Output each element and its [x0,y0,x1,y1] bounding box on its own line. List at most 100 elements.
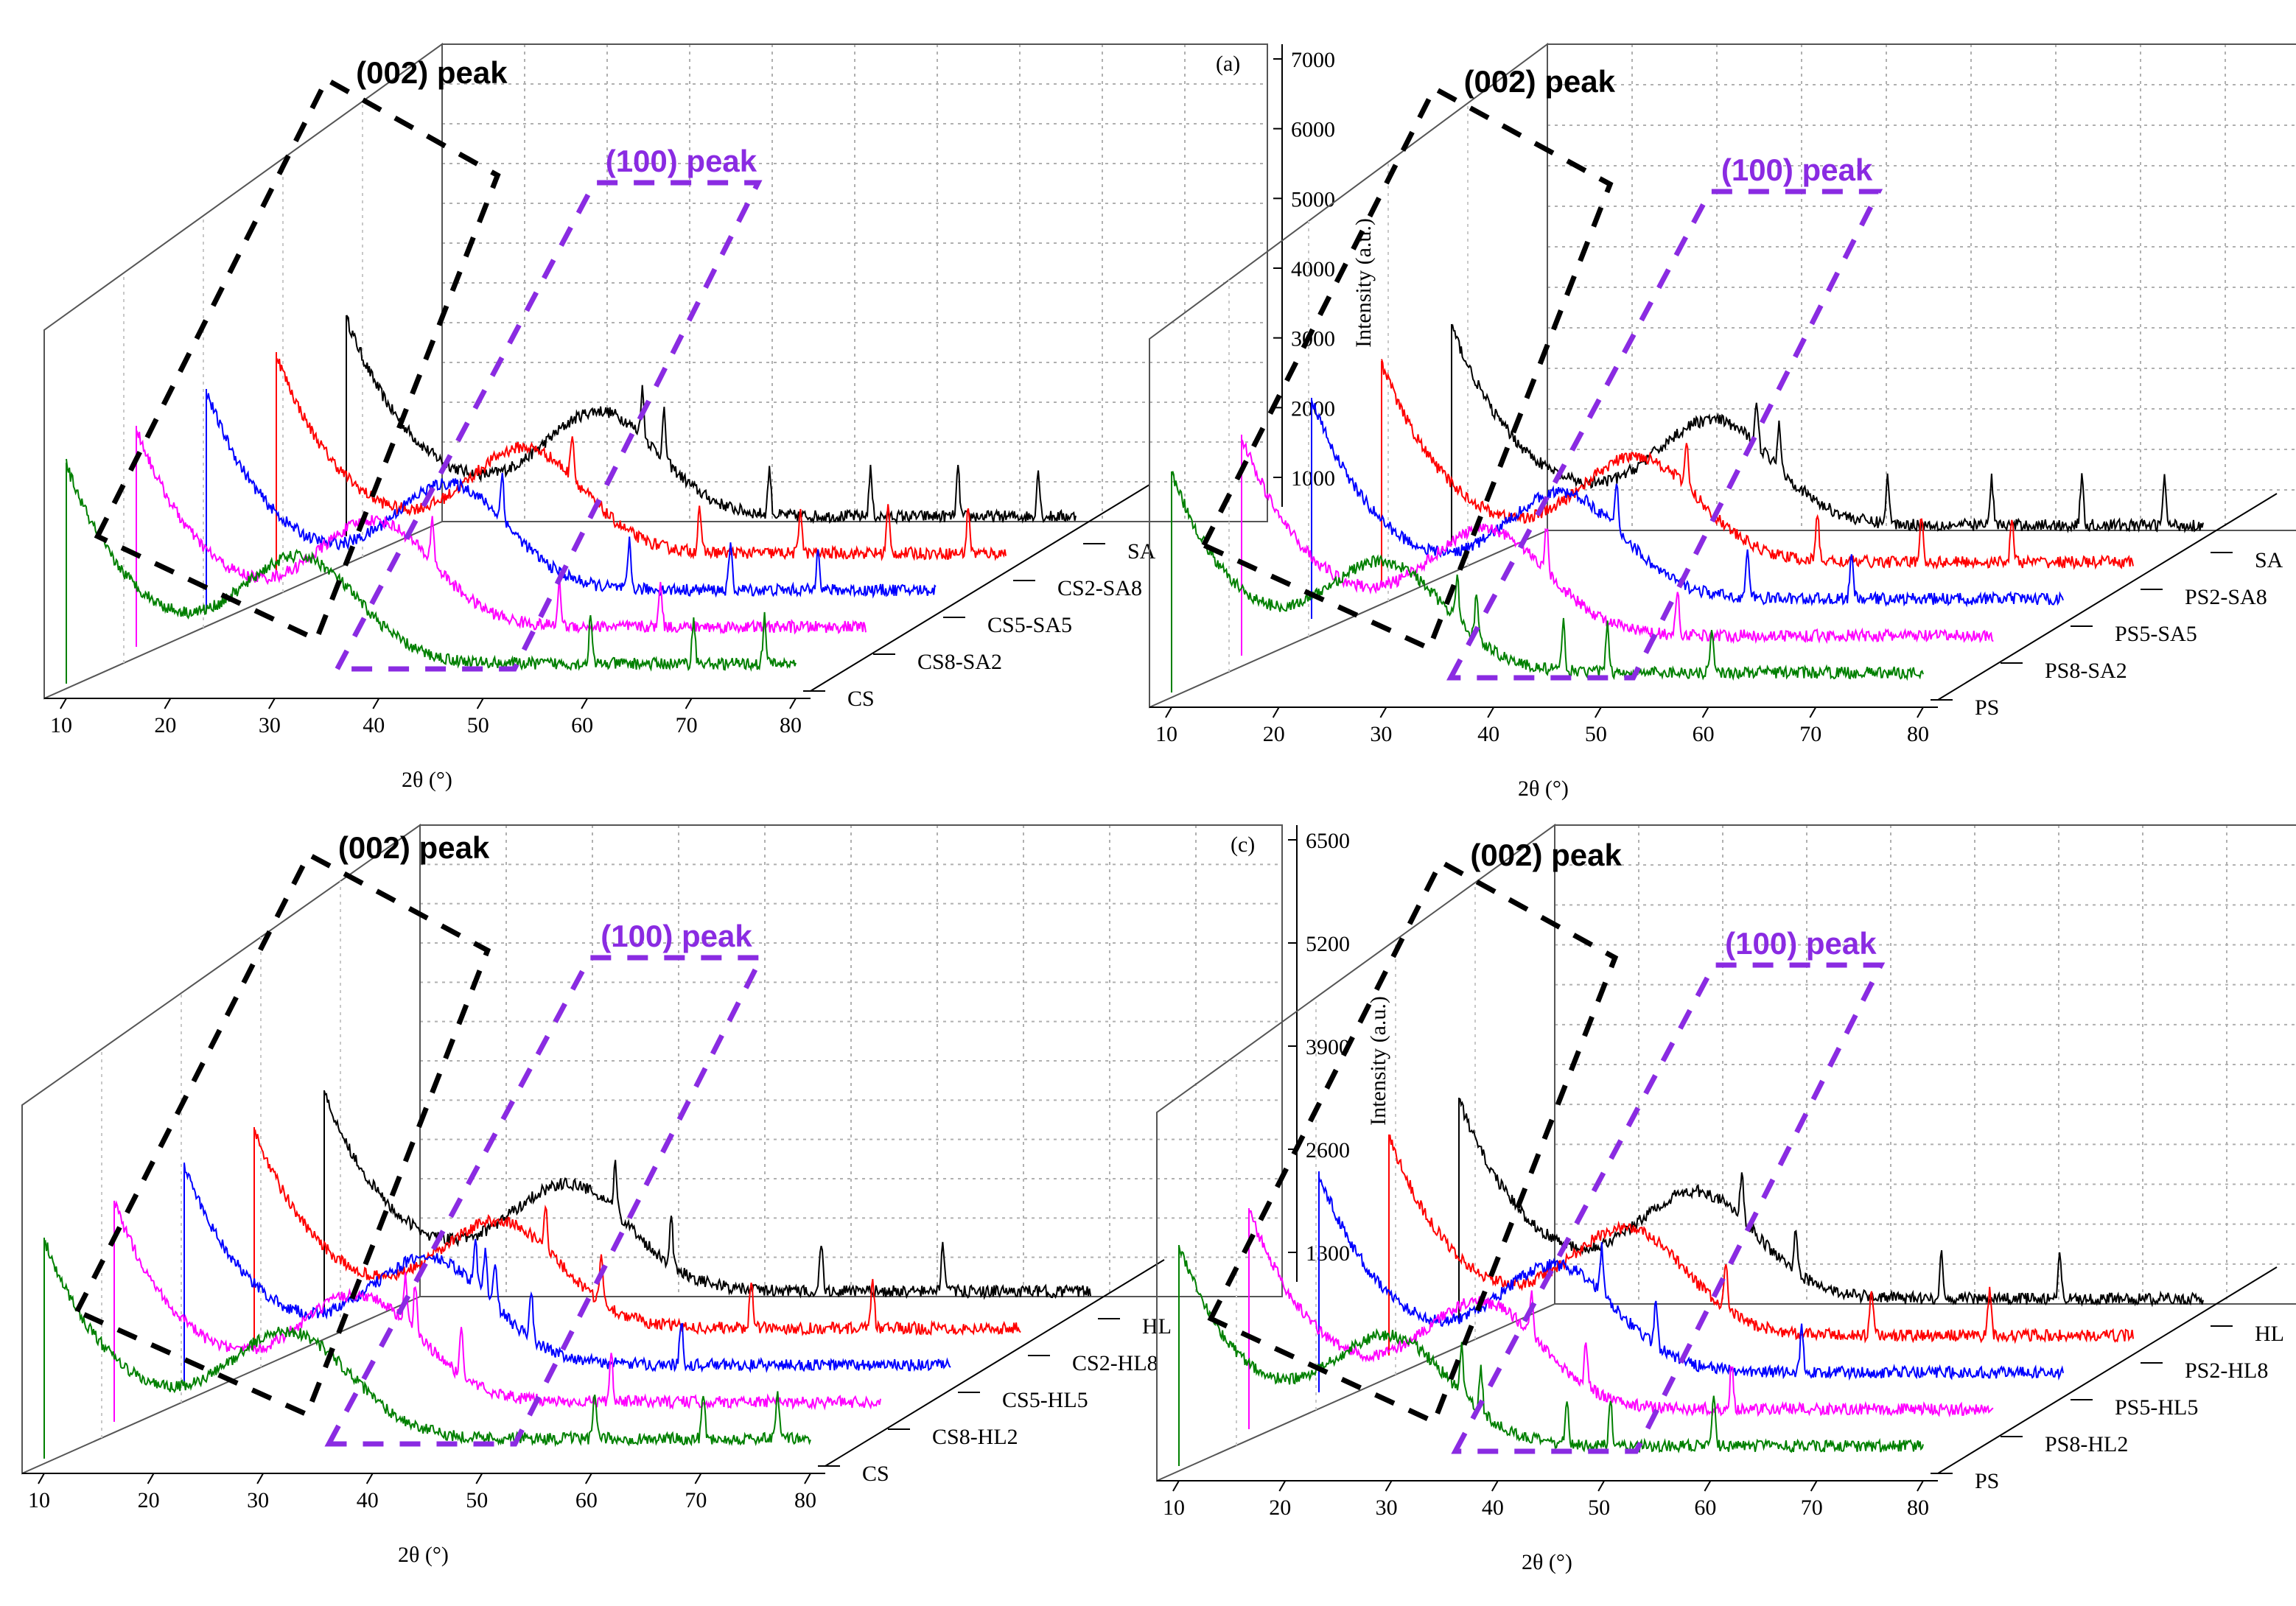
box-100-peak [1451,962,1886,1454]
x-tick-label: 70 [1799,722,1821,746]
x-tick-mark [1701,706,1709,718]
x-tick-mark [147,1473,155,1484]
x-tick-mark [1810,1480,1818,1492]
x-tick-label: 30 [247,1488,269,1512]
x-tick-mark [584,1473,592,1484]
series-label: CS [862,1462,889,1486]
x-axis-title: 2θ (°) [1522,1550,1572,1574]
series-label: CS5-HL5 [1002,1388,1088,1412]
x-tick-label: 40 [363,713,385,737]
spectrum-line-sa [346,314,1077,525]
x-tick-label: 30 [259,713,281,737]
series-label: PS5-HL5 [2115,1395,2198,1420]
x-tick-mark [1809,706,1817,718]
x-tick-label: 20 [154,713,176,737]
y-tick-label: 6000 [1291,118,1335,142]
x-tick-label: 40 [357,1488,379,1512]
spectra [43,1090,1091,1459]
x-tick-mark [804,1473,811,1484]
series-label: SA [1127,539,1156,564]
back-wall-grid [1547,43,2296,531]
peak-label-002: (002) peak [338,830,490,865]
back-wall-grid [419,824,1283,1297]
x-tick-mark [1594,706,1602,718]
depth-axis-line [1937,1266,2278,1474]
x-tick-mark [789,698,797,709]
y-axis-title: Intensity (a.u.) [1366,996,1390,1126]
series-label: PS8-HL2 [2045,1432,2128,1456]
side-wall [1156,824,1555,1482]
series-label: CS8-HL2 [932,1425,1018,1449]
x-tick-label: 20 [1263,722,1285,746]
x-tick-mark [256,1473,265,1484]
peak-label-100: (100) peak [1721,152,1873,187]
box-002-peak [73,851,491,1418]
box-100-peak [1446,189,1883,681]
y-tick-label: 1000 [1291,466,1335,491]
series-label: PS5-SA5 [2115,622,2197,646]
x-tick-mark [694,1473,702,1484]
peak-label-002: (002) peak [1464,64,1616,99]
spectrum-line-ps8-sa2 [1241,438,1994,645]
spectrum-line-cs [66,458,797,673]
x-tick-label: 60 [1693,722,1715,746]
spectrum-line-ps2-sa8 [1381,359,2134,570]
spectrum-line-cs2-sa8 [276,358,1007,562]
side-wall [43,43,443,700]
x-tick-label: 80 [794,1488,816,1512]
spectrum-line-ps5-sa5 [1311,399,2064,608]
series-label: CS2-HL8 [1072,1351,1158,1375]
peak-label-002: (002) peak [1470,838,1622,872]
peak-label-100: (100) peak [1725,926,1877,961]
x-tick-mark [1597,1480,1606,1492]
series-label: PS2-SA8 [2185,585,2267,609]
box-002-peak [1200,85,1614,652]
depth-axis-line [810,484,1150,692]
series-label: PS2-HL8 [2185,1358,2268,1383]
x-tick-mark [476,698,484,709]
y-tick-label: 1300 [1306,1241,1350,1266]
x-tick-label: 20 [138,1488,160,1512]
x-tick-mark [372,698,380,709]
x-tick-label: 40 [1482,1495,1504,1520]
y-tick-label: 3900 [1306,1035,1350,1059]
x-tick-label: 80 [780,713,802,737]
x-axis-title: 2θ (°) [1518,776,1569,801]
y-tick-label: 7000 [1291,48,1335,72]
box-100-peak [332,180,763,672]
series-label: SA [2255,548,2283,572]
series-label: HL [2255,1322,2284,1346]
box-100-peak [324,955,766,1447]
spectrum-line-cs8-sa2 [136,429,867,635]
panel-label: (a) [1216,52,1240,76]
series-label: PS [1975,695,1999,720]
spectrum-line-cs [43,1239,811,1448]
peak-label-100: (100) peak [601,919,752,953]
x-tick-label: 50 [1585,722,1607,746]
x-tick-mark [164,698,172,709]
series-label: CS2-SA8 [1057,576,1142,600]
series-label: PS8-SA2 [2045,659,2127,683]
y-axis-title: Intensity (a.u.) [1351,218,1376,348]
x-tick-label: 50 [466,1488,488,1512]
series-label: PS [1975,1469,1999,1493]
x-tick-mark [1172,1480,1180,1492]
series-label: CS5-SA5 [987,613,1072,637]
x-tick-label: 70 [676,713,698,737]
x-tick-label: 70 [1801,1495,1823,1520]
spectra [1171,323,2204,692]
spectrum-line-cs8-hl2 [113,1200,881,1411]
spectrum-line-cs2-hl8 [253,1129,1021,1336]
back-wall-grid [441,43,1268,522]
spectrum-line-ps5-hl5 [1318,1177,2064,1381]
panel-label: (c) [1231,832,1255,857]
spectra [66,314,1077,684]
x-tick-label: 80 [1907,1495,1929,1520]
x-tick-label: 10 [1163,1495,1185,1520]
peak-label-100: (100) peak [606,144,757,178]
x-tick-label: 10 [28,1488,50,1512]
box-002-peak [94,76,501,643]
